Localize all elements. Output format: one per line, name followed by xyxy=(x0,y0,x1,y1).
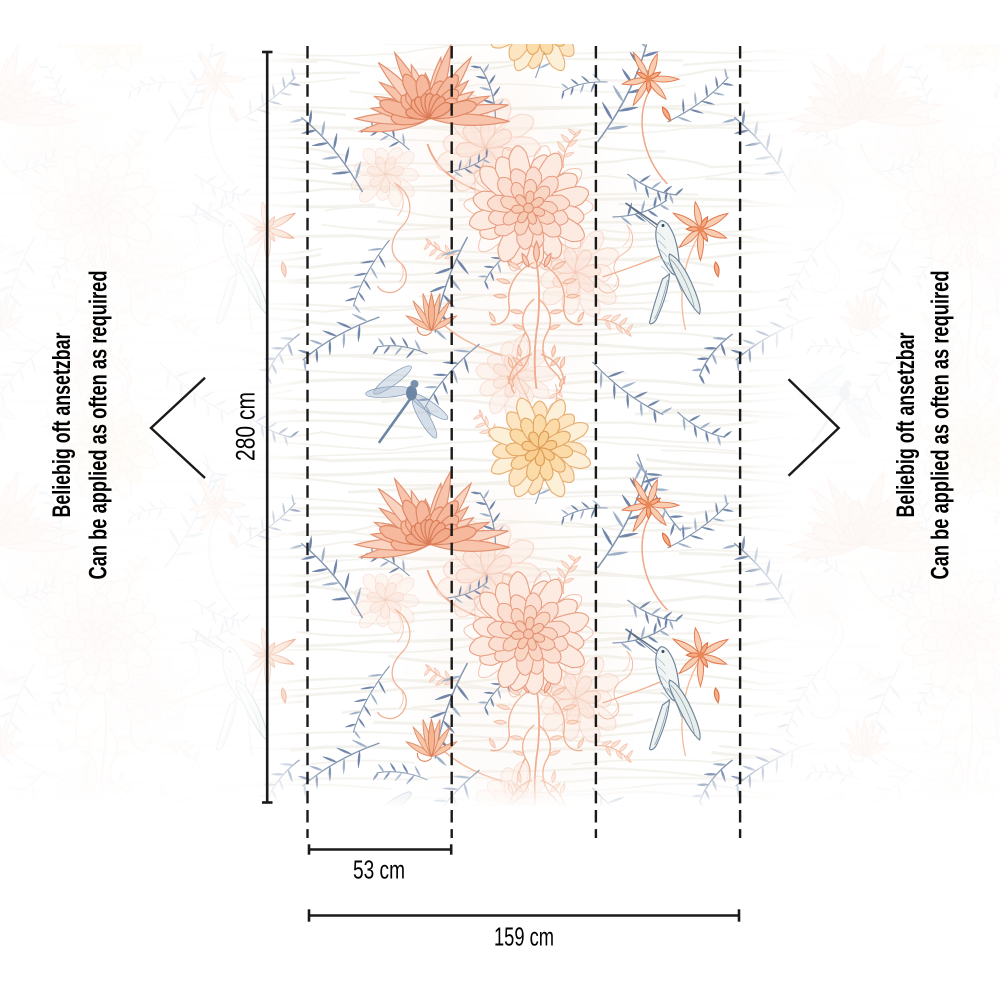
svg-text:159 cm: 159 cm xyxy=(494,921,554,951)
svg-text:Can be applied as often as req: Can be applied as often as required xyxy=(84,271,112,580)
svg-text:280 cm: 280 cm xyxy=(231,392,261,461)
svg-text:Can be applied as often as req: Can be applied as often as required xyxy=(927,271,955,580)
svg-text:Beliebig oft ansetzbar: Beliebig oft ansetzbar xyxy=(48,332,76,517)
svg-text:53 cm: 53 cm xyxy=(353,854,405,884)
svg-text:Beliebig oft ansetzbar: Beliebig oft ansetzbar xyxy=(892,332,920,517)
